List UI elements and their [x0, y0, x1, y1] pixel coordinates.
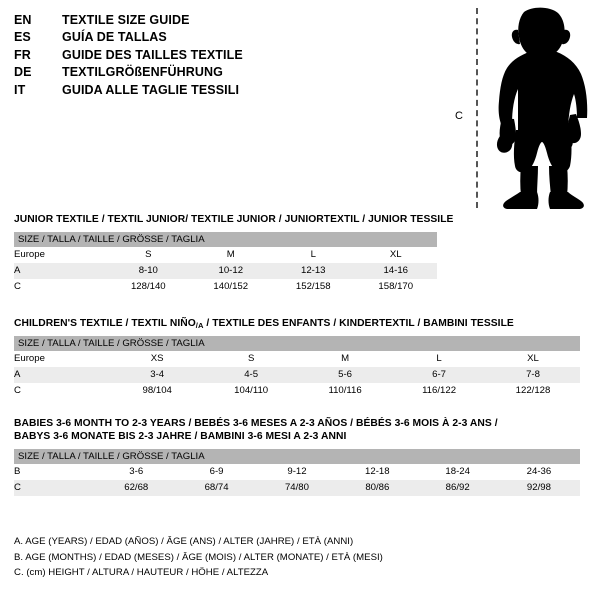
junior-row-a-v1: 10-12 [189, 263, 273, 279]
junior-row-a-v3: 14-16 [354, 263, 437, 279]
children-row-c-v1: 104/110 [204, 383, 299, 399]
children-header-label: Europe [14, 351, 111, 367]
table-row: C 128/140 140/152 152/158 158/170 [14, 279, 437, 295]
junior-size-s: S [107, 247, 190, 263]
language-title-it: GUIDA ALLE TAGLIE TESSILI [62, 82, 240, 97]
children-size-m: M [298, 351, 393, 367]
language-row-it: IT GUIDA ALLE TAGLIE TESSILI [14, 82, 434, 99]
children-caption-post: / TEXTILE DES ENFANTS / KINDERTEXTIL / B… [203, 318, 514, 329]
children-row-a-v2: 5-6 [298, 367, 393, 383]
babies-row-b-v4: 18-24 [417, 464, 498, 480]
junior-row-c-v2: 152/158 [272, 279, 355, 295]
children-row-a-v3: 6-7 [392, 367, 487, 383]
language-row-fr: FR GUIDE DES TAILLES TEXTILE [14, 47, 434, 64]
babies-band-row: SIZE / TALLA / TAILLE / GRÖSSE / TAGLIA [14, 449, 580, 464]
children-row-a-v1: 4-5 [204, 367, 299, 383]
children-row-c-label: C [14, 383, 111, 399]
babies-band-label: SIZE / TALLA / TAILLE / GRÖSSE / TAGLIA [14, 449, 580, 464]
babies-row-c-v3: 80/86 [337, 480, 418, 496]
junior-row-c-label: C [14, 279, 108, 295]
language-code-es: ES [14, 30, 31, 45]
children-row-c-v3: 116/122 [392, 383, 487, 399]
children-row-c-v2: 110/116 [298, 383, 393, 399]
junior-row-a-label: A [14, 263, 108, 279]
babies-row-c-label: C [14, 480, 97, 496]
language-title-en: TEXTILE SIZE GUIDE [62, 13, 190, 27]
legend-row-a: A. AGE (YEARS) / EDAD (AÑOS) / ÂGE (ANS)… [14, 536, 354, 547]
babies-caption-line2: BABYS 3-6 MONATE BIS 2-3 JAHRE / BAMBINI… [14, 431, 347, 442]
babies-row-c-v1: 68/74 [176, 480, 257, 496]
language-code-en: EN [14, 13, 32, 27]
junior-row-c-v3: 158/170 [354, 279, 437, 295]
children-row-a-label: A [14, 367, 111, 383]
children-size-s: S [204, 351, 299, 367]
children-row-c-v0: 98/104 [110, 383, 205, 399]
babies-textile-table-block: BABIES 3-6 MONTH TO 2-3 YEARS / BEBÉS 3-… [14, 417, 580, 496]
legend-row-b: B. AGE (MONTHS) / EDAD (MESES) / ÂGE (MO… [14, 551, 383, 563]
children-row-a-v0: 3-4 [110, 367, 205, 383]
babies-row-c-v2: 74/80 [256, 480, 338, 496]
height-dashed-line [476, 8, 478, 208]
language-code-de: DE [14, 65, 32, 80]
children-caption-pre: CHILDREN'S TEXTILE / TEXTIL NIÑO [14, 318, 196, 329]
children-row-c-v4: 122/128 [486, 383, 580, 399]
children-band-row: SIZE / TALLA / TAILLE / GRÖSSE / TAGLIA [14, 336, 580, 351]
junior-header-label: Europe [14, 247, 108, 263]
children-band-label: SIZE / TALLA / TAILLE / GRÖSSE / TAGLIA [14, 336, 580, 351]
junior-header-row: Europe S M L XL [14, 247, 437, 263]
children-caption-sub: /A [195, 321, 204, 330]
babies-size-table: SIZE / TALLA / TAILLE / GRÖSSE / TAGLIA … [14, 449, 580, 496]
legend-block: A. AGE (YEARS) / EDAD (AÑOS) / ÂGE (ANS)… [14, 534, 574, 581]
junior-size-l: L [272, 247, 355, 263]
legend-row-c: C. (cm) HEIGHT / ALTURA / HAUTEUR / HÖHE… [14, 567, 269, 578]
junior-textile-table-block: JUNIOR TEXTILE / TEXTIL JUNIOR/ TEXTILE … [14, 213, 454, 295]
children-table-caption: CHILDREN'S TEXTILE / TEXTIL NIÑO/A / TEX… [14, 317, 580, 330]
children-row-a-v4: 7-8 [486, 367, 580, 383]
children-size-xs: XS [110, 351, 205, 367]
junior-size-xl: XL [354, 247, 437, 263]
children-textile-table-block: CHILDREN'S TEXTILE / TEXTIL NIÑO/A / TEX… [14, 317, 580, 399]
junior-size-m: M [189, 247, 273, 263]
children-size-xl: XL [486, 351, 580, 367]
language-title-fr: GUIDE DES TAILLES TEXTILE [62, 47, 243, 62]
language-title-block: EN TEXTILE SIZE GUIDE ES GUÍA DE TALLAS … [14, 12, 434, 99]
table-row: A 3-4 4-5 5-6 6-7 7-8 [14, 367, 580, 383]
language-row-de: DE TEXTILGRÖßENFÜHRUNG [14, 64, 434, 81]
children-header-row: Europe XS S M L XL [14, 351, 580, 367]
table-row: A 8-10 10-12 12-13 14-16 [14, 263, 437, 279]
babies-caption-line1: BABIES 3-6 MONTH TO 2-3 YEARS / BEBÉS 3-… [14, 418, 498, 429]
language-row-en: EN TEXTILE SIZE GUIDE [14, 12, 434, 29]
babies-row-c-v0: 62/68 [96, 480, 177, 496]
junior-size-table: SIZE / TALLA / TAILLE / GRÖSSE / TAGLIA … [14, 232, 437, 295]
babies-row-c-v4: 86/92 [417, 480, 498, 496]
junior-table-caption: JUNIOR TEXTILE / TEXTIL JUNIOR/ TEXTILE … [14, 214, 454, 225]
table-row: B 3-6 6-9 9-12 12-18 18-24 24-36 [14, 464, 580, 480]
babies-row-b-v3: 12-18 [337, 464, 418, 480]
junior-row-c-v1: 140/152 [189, 279, 273, 295]
babies-row-b-v5: 24-36 [497, 464, 580, 480]
babies-row-b-label: B [14, 464, 97, 480]
babies-row-b-v0: 3-6 [96, 464, 177, 480]
junior-band-row: SIZE / TALLA / TAILLE / GRÖSSE / TAGLIA [14, 232, 437, 247]
junior-band-label: SIZE / TALLA / TAILLE / GRÖSSE / TAGLIA [14, 232, 437, 247]
table-row: C 62/68 68/74 74/80 80/86 86/92 92/98 [14, 480, 580, 496]
height-measurement-figure: C [446, 4, 596, 210]
junior-row-c-v0: 128/140 [107, 279, 190, 295]
babies-row-b-v1: 6-9 [176, 464, 257, 480]
language-code-it: IT [14, 82, 26, 97]
language-title-es: GUÍA DE TALLAS [62, 30, 167, 45]
language-code-fr: FR [14, 47, 31, 62]
babies-table-caption: BABIES 3-6 MONTH TO 2-3 YEARS / BEBÉS 3-… [14, 417, 580, 443]
height-measure-label: C [455, 110, 463, 122]
language-row-es: ES GUÍA DE TALLAS [14, 29, 434, 46]
junior-row-a-v2: 12-13 [272, 263, 355, 279]
children-size-l: L [392, 351, 487, 367]
toddler-silhouette-icon [496, 7, 588, 209]
junior-row-a-v0: 8-10 [107, 263, 190, 279]
babies-row-c-v5: 92/98 [497, 480, 580, 496]
children-size-table: SIZE / TALLA / TAILLE / GRÖSSE / TAGLIA … [14, 336, 580, 399]
table-row: C 98/104 104/110 110/116 116/122 122/128 [14, 383, 580, 399]
babies-row-b-v2: 9-12 [256, 464, 338, 480]
language-title-de: TEXTILGRÖßENFÜHRUNG [62, 65, 223, 80]
